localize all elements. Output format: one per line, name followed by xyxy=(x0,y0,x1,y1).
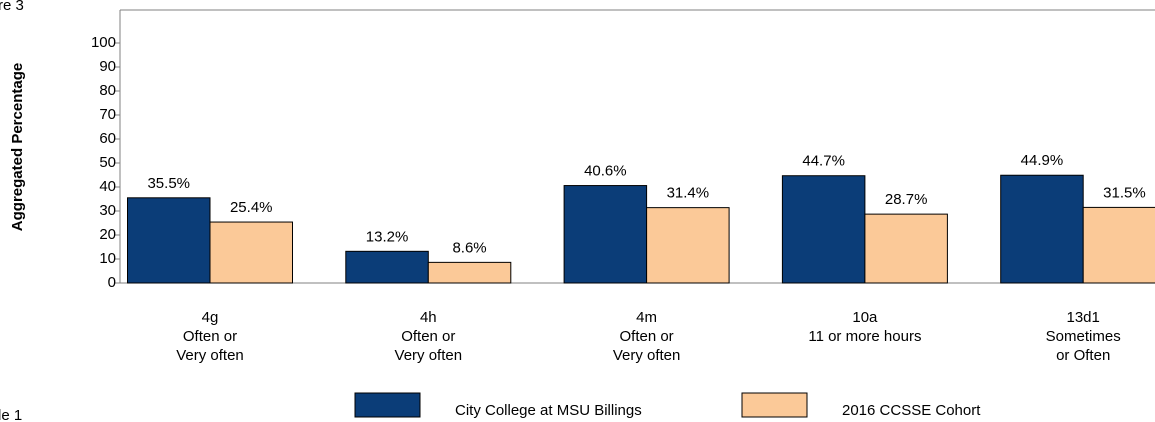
y-tick-label: 80 xyxy=(99,82,116,99)
y-tick-label: 20 xyxy=(99,226,116,243)
y-tick-label: 30 xyxy=(99,202,116,219)
value-label: 44.7% xyxy=(802,153,845,170)
y-tick-label: 90 xyxy=(99,58,116,75)
value-label: 31.5% xyxy=(1103,184,1146,201)
x-tick-label: 4h Often or Very often xyxy=(395,309,463,364)
bar xyxy=(345,250,429,284)
value-label: 35.5% xyxy=(147,175,190,192)
x-tick-label-line: Very often xyxy=(176,347,244,364)
x-tick-label: 10a 11 or more hours xyxy=(808,309,921,345)
bar xyxy=(646,207,730,284)
x-tick-label: 4g Often or Very often xyxy=(176,309,244,364)
corner-text: re 3 xyxy=(0,0,24,14)
y-tick-label: 100 xyxy=(91,34,116,51)
y-tick-label: 10 xyxy=(99,250,116,267)
bar xyxy=(127,197,211,284)
x-tick-label-line: 4h xyxy=(420,309,437,326)
y-tick-label: 70 xyxy=(99,106,116,123)
legend-swatch xyxy=(741,392,808,418)
value-label: 44.9% xyxy=(1021,152,1064,169)
bar xyxy=(1000,174,1084,284)
value-label: 40.6% xyxy=(584,163,627,180)
x-tick-label: 4m Often or Very often xyxy=(613,309,681,364)
bar xyxy=(209,221,293,284)
x-tick-label-line: 13d1 xyxy=(1067,309,1100,326)
bar xyxy=(781,175,866,284)
legend-swatch xyxy=(354,392,421,418)
value-label: 28.7% xyxy=(885,191,928,208)
bar xyxy=(1082,206,1155,284)
x-tick-label-line: Often or xyxy=(183,328,237,345)
x-tick-label-line: 4g xyxy=(202,309,219,326)
x-tick-label-line: Sometimes xyxy=(1046,328,1121,345)
y-axis-label: Aggregated Percentage xyxy=(9,63,26,231)
x-tick-label-line: or Often xyxy=(1056,347,1110,364)
value-label: 25.4% xyxy=(230,199,273,216)
y-tick-label: 40 xyxy=(99,178,116,195)
x-tick-label-line: 4m xyxy=(636,309,657,326)
x-tick-label: 13d1 Sometimes or Often xyxy=(1046,309,1121,364)
legend-label: City College at MSU Billings xyxy=(455,402,642,419)
value-label: 13.2% xyxy=(366,228,409,245)
bar xyxy=(864,213,948,284)
x-tick-label-line: 10a xyxy=(852,309,878,326)
corner-text: le 1 xyxy=(0,407,22,422)
y-tick-label: 60 xyxy=(99,130,116,147)
x-tick-label-line: Often or xyxy=(401,328,455,345)
value-label: 31.4% xyxy=(667,185,710,202)
bar xyxy=(563,185,648,284)
x-tick-label-line: Very often xyxy=(613,347,681,364)
x-tick-label-line: 11 or more hours xyxy=(808,328,921,345)
bar xyxy=(427,261,512,284)
x-tick-label-line: Very often xyxy=(395,347,463,364)
y-tick-label: 0 xyxy=(108,274,116,291)
x-tick-label-line: Often or xyxy=(619,328,673,345)
legend-label: 2016 CCSSE Cohort xyxy=(842,402,981,419)
value-label: 8.6% xyxy=(452,239,486,256)
y-tick-label: 50 xyxy=(99,154,116,171)
